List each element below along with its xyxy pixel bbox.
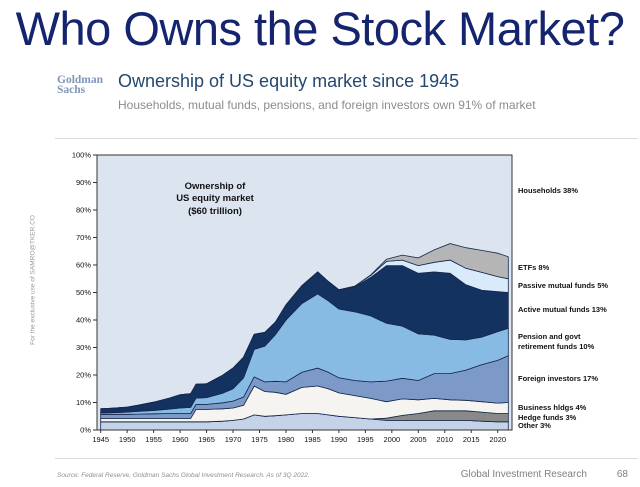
ownership-stacked-area-chart: 0% 10% 20% 30% 40% 50% 60% 70% 80% 90% 100% 1945 195… [55,146,640,458]
goldman-sachs-logo: Goldman Sachs [57,74,104,96]
y-tick-label: 90% [76,178,91,187]
y-tick-label: 60% [76,261,91,270]
legend-foreign-investors: Foreign investors 17% [518,374,599,384]
legend-households: Households 38% [518,185,579,195]
x-tick-label: 2015 [463,435,480,444]
logo-line-1: Goldman [57,74,104,86]
x-tick-label: 2000 [383,435,400,444]
top-divider [55,138,638,139]
x-tick-label: 2020 [489,435,506,444]
x-tick-label: 1990 [331,435,348,444]
x-tick-label: 1945 [92,435,109,444]
area-etfs [100,243,509,410]
page-title: Who Owns the Stock Market? [15,2,625,55]
y-tick-label: 20% [76,371,91,380]
x-tick-label: 1960 [172,435,189,444]
x-tick-label: 1985 [304,435,321,444]
chart-title: Ownership of US equity market since 1945 [118,71,460,91]
x-tick-label: 2005 [410,435,427,444]
x-tick-label: 1995 [357,435,374,444]
x-tick-label: 1980 [278,435,295,444]
footer-division-label: Global Investment Research [460,469,587,480]
footer: Global Investment Research 68 [461,469,628,480]
x-tick-label: 1970 [225,435,242,444]
y-tick-label: 30% [76,343,91,352]
y-tick-label: 70% [76,233,91,242]
y-tick-label: 80% [76,206,91,215]
chart-subtitle: Households, mutual funds, pensions, and … [118,98,536,112]
legend-hedge-funds: Hedge funds 3% [518,412,577,422]
legend-business-hldgs: Business hldgs 4% [518,402,587,412]
x-tick-label: 1950 [119,435,136,444]
logo-line-2: Sachs [57,84,86,96]
legend-other: Other 3% [518,420,551,430]
chart-canvas: 0% 10% 20% 30% 40% 50% 60% 70% 80% 90% 100% 1945 195… [72,151,513,444]
bottom-divider [55,458,638,459]
legend-etfs: ETFs 8% [518,262,550,272]
legend-active-mutual-funds: Active mutual funds 13% [518,305,607,315]
legend-passive-mutual-funds: Passive mutual funds 5% [518,280,609,290]
y-tick-label: 0% [80,426,91,435]
y-tick-label: 40% [76,316,91,325]
exclusive-use-disclaimer: For the exclusive use of SAMRO@TKER.CO [29,215,37,345]
legend-pension-govt-retirement-funds: Pension and govt retirement funds 10% [518,331,595,351]
x-tick-label: 1965 [198,435,215,444]
source-note: Source: Federal Reserve, Goldman Sachs G… [57,472,310,479]
y-tick-label: 100% [72,151,92,160]
x-tick-label: 2010 [436,435,453,444]
x-tick-label: 1975 [251,435,268,444]
page-number: 68 [616,469,628,480]
y-tick-label: 50% [76,288,91,297]
y-tick-label: 10% [76,398,91,407]
chart-annotation: Ownership of US equity market ($60 trill… [176,181,254,217]
x-tick-label: 1955 [145,435,162,444]
